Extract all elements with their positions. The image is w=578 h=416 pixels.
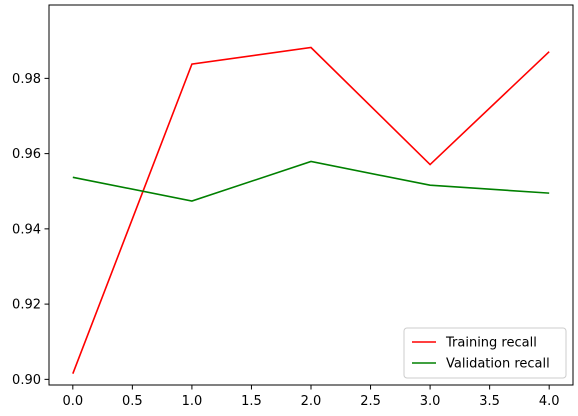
series-line-1	[72, 160, 550, 202]
x-tick-label: 0.0	[62, 394, 83, 409]
legend: Training recall Validation recall	[403, 327, 567, 379]
x-tick-label: 3.5	[479, 394, 500, 409]
legend-label-1: Validation recall	[446, 357, 550, 372]
y-tick-label: 0.94	[12, 222, 41, 237]
y-tick-label: 0.96	[12, 147, 41, 162]
y-tick-label: 0.98	[12, 72, 41, 87]
y-axis-ticks: 0.90 0.92 0.94 0.96 0.98	[12, 72, 49, 388]
series-layer	[72, 46, 550, 374]
x-tick-label: 1.0	[182, 394, 203, 409]
legend-label-0: Training recall	[445, 336, 537, 351]
x-tick-label: 4.0	[539, 394, 560, 409]
x-tick-label: 1.5	[241, 394, 262, 409]
x-tick-label: 2.5	[360, 394, 381, 409]
x-tick-label: 3.0	[420, 394, 441, 409]
legend-box	[403, 327, 567, 379]
y-tick-label: 0.92	[12, 298, 41, 313]
y-tick-label: 0.90	[12, 373, 41, 388]
x-tick-label: 2.0	[301, 394, 322, 409]
plot-background	[49, 5, 573, 385]
x-axis-ticks: 0.0 0.5 1.0 1.5 2.0 2.5 3.0 3.5 4.0	[62, 385, 560, 409]
x-tick-label: 0.5	[122, 394, 143, 409]
series-line-0	[72, 46, 550, 374]
